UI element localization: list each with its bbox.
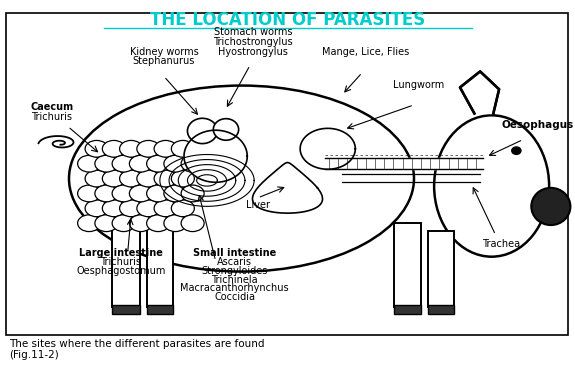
Ellipse shape [112,215,135,231]
Text: Kidney worms: Kidney worms [129,46,198,57]
Ellipse shape [171,170,194,187]
Text: Trichinela: Trichinela [211,275,258,285]
Text: Trachea: Trachea [482,239,520,249]
Ellipse shape [78,215,101,231]
Polygon shape [252,163,323,213]
Ellipse shape [154,200,177,217]
Ellipse shape [95,155,118,172]
Ellipse shape [147,185,170,202]
Ellipse shape [102,200,125,217]
Ellipse shape [120,200,143,217]
Text: Trichuris: Trichuris [31,112,72,122]
Ellipse shape [95,215,118,231]
Ellipse shape [69,86,414,272]
FancyBboxPatch shape [6,13,568,335]
Text: Coccidia: Coccidia [214,292,255,302]
Text: Large intestine: Large intestine [79,248,163,259]
Text: Stephanurus: Stephanurus [133,56,195,66]
Ellipse shape [112,185,135,202]
Ellipse shape [95,185,118,202]
Ellipse shape [137,140,160,157]
Text: Trichuris: Trichuris [100,257,141,267]
Text: Oesophagus: Oesophagus [501,120,574,130]
Ellipse shape [154,140,177,157]
Ellipse shape [164,215,187,231]
Text: Stomach worms: Stomach worms [214,27,292,37]
Ellipse shape [85,200,108,217]
Ellipse shape [78,185,101,202]
Text: Macracanthorhynchus: Macracanthorhynchus [181,283,289,293]
Bar [112,305,140,314]
Text: Hyostrongylus: Hyostrongylus [218,46,288,57]
Bar [394,223,421,307]
Ellipse shape [181,185,204,202]
Ellipse shape [164,155,187,172]
Ellipse shape [129,155,152,172]
Ellipse shape [181,155,204,172]
Text: Caecum: Caecum [30,102,74,112]
Text: The sites where the different parasites are found: The sites where the different parasites … [9,339,264,349]
Text: Ascaris: Ascaris [217,257,252,267]
Polygon shape [184,130,247,182]
Text: (Fig.11-2): (Fig.11-2) [9,350,59,360]
Polygon shape [300,128,355,169]
Ellipse shape [129,215,152,231]
Ellipse shape [154,170,177,187]
Ellipse shape [129,185,152,202]
Ellipse shape [181,215,204,231]
Ellipse shape [137,200,160,217]
Ellipse shape [120,140,143,157]
Ellipse shape [187,118,217,144]
Ellipse shape [213,119,239,140]
Ellipse shape [85,140,108,157]
Bar [147,225,172,307]
Text: Small intestine: Small intestine [193,248,276,259]
Ellipse shape [85,170,108,187]
Bar [112,218,140,307]
Ellipse shape [102,140,125,157]
Text: THE LOCATION OF PARASITES: THE LOCATION OF PARASITES [150,12,425,29]
Text: Mange, Lice, Flies: Mange, Lice, Flies [321,46,409,57]
Ellipse shape [120,170,143,187]
Text: Trichostrongylus: Trichostrongylus [213,37,293,47]
Bar [147,305,172,314]
Ellipse shape [147,155,170,172]
Ellipse shape [78,155,101,172]
Ellipse shape [171,140,194,157]
Bar [428,231,454,307]
Ellipse shape [531,188,570,225]
Text: Lungworm: Lungworm [393,80,444,90]
Ellipse shape [164,185,187,202]
Ellipse shape [171,200,194,217]
Bar [428,305,454,314]
Text: Oesphagostomum: Oesphagostomum [76,266,166,276]
Text: Liver: Liver [246,200,270,210]
Polygon shape [460,71,499,113]
Text: Strongyloides: Strongyloides [201,266,268,276]
Ellipse shape [147,215,170,231]
Ellipse shape [434,115,549,257]
Bar [394,305,421,314]
Ellipse shape [512,147,521,154]
Ellipse shape [137,170,160,187]
Ellipse shape [112,155,135,172]
Ellipse shape [102,170,125,187]
